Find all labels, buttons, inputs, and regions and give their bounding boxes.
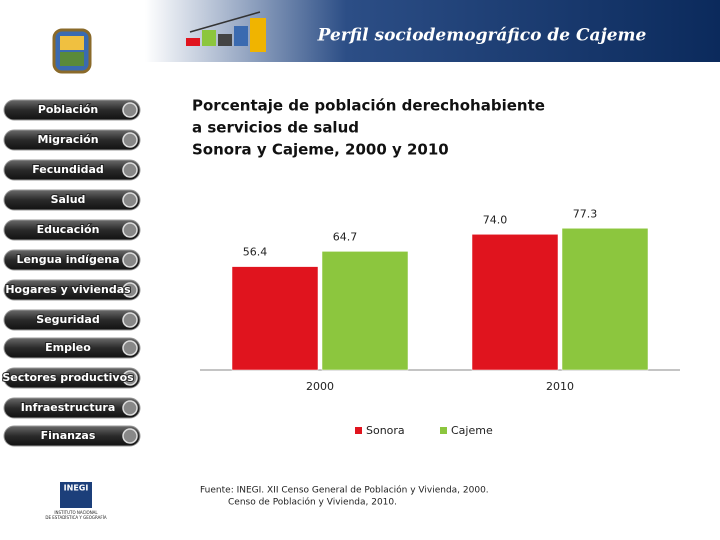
data-label: 74.0 xyxy=(483,213,508,226)
data-label: 64.7 xyxy=(333,230,358,243)
nav-label: Seguridad xyxy=(36,313,99,326)
nav-label: Infraestructura xyxy=(21,401,116,414)
inegi-logo: INEGI INSTITUTO NACIONAL DE ESTADÍSTICA … xyxy=(45,482,107,520)
nav-button-bg xyxy=(3,219,141,241)
nav-button-knob xyxy=(122,312,138,328)
nav-button-bg xyxy=(3,159,141,181)
chart-title: Porcentaje de población derechohabiente xyxy=(192,97,545,115)
legend-label: Sonora xyxy=(366,424,405,437)
nav-button-knob xyxy=(122,370,138,386)
nav-button-knob xyxy=(122,400,138,416)
nav-label: Salud xyxy=(51,193,86,206)
nav-button[interactable]: Salud xyxy=(3,189,141,211)
nav-button[interactable]: Infraestructura xyxy=(3,397,141,419)
nav-label: Sectores productivos xyxy=(2,371,134,384)
nav-button-bg xyxy=(3,249,141,271)
chart-title: a servicios de salud xyxy=(192,119,359,137)
nav-button-knob xyxy=(122,132,138,148)
bar xyxy=(231,266,319,371)
nav-button-knob xyxy=(122,428,138,444)
data-label: 77.3 xyxy=(573,207,598,220)
nav-button[interactable]: Población xyxy=(3,99,141,121)
nav-button-knob xyxy=(122,252,138,268)
nav-button-bg xyxy=(3,189,141,211)
nav-button-bg xyxy=(3,367,141,389)
nav-button-bg xyxy=(3,425,141,447)
nav-button-bg xyxy=(3,99,141,121)
nav-button[interactable]: Hogares y viviendas xyxy=(3,279,141,301)
nav-button-bg xyxy=(3,129,141,151)
header-icon xyxy=(186,11,266,52)
nav-label: Empleo xyxy=(45,341,91,354)
legend-swatch xyxy=(440,427,447,434)
crest xyxy=(52,28,92,74)
logo-caption: INSTITUTO NACIONAL xyxy=(54,510,98,515)
nav-button[interactable]: Sectores productivos xyxy=(1,367,141,389)
data-label: 56.4 xyxy=(243,246,268,259)
nav-label: Fecundidad xyxy=(32,163,104,176)
nav-button-bg xyxy=(3,279,141,301)
nav-label: Hogares y viviendas xyxy=(5,283,131,296)
nav-label: Educación xyxy=(37,223,100,236)
nav-button-knob xyxy=(122,102,138,118)
nav-label: Población xyxy=(38,103,98,116)
nav-button-knob xyxy=(122,192,138,208)
nav-button[interactable]: Empleo xyxy=(3,337,141,359)
navigation: Población Migración Fecundidad Salud Educaci… xyxy=(1,99,141,447)
nav-button[interactable]: Finanzas xyxy=(3,425,141,447)
nav-button-knob xyxy=(122,282,138,298)
nav-label: Finanzas xyxy=(41,429,96,442)
x-tick-label: 2010 xyxy=(546,380,574,393)
legend-swatch xyxy=(355,427,362,434)
nav-button[interactable]: Lengua indígena xyxy=(3,249,141,271)
nav-button-knob xyxy=(122,162,138,178)
legend-label: Cajeme xyxy=(451,424,493,437)
x-tick-label: 2000 xyxy=(306,380,334,393)
bar xyxy=(471,234,559,371)
nav-button[interactable]: Fecundidad xyxy=(3,159,141,181)
source: Fuente: INEGI. XII Censo General de Pobl… xyxy=(200,485,489,496)
bar xyxy=(561,228,649,371)
logo-name: INEGI xyxy=(64,484,89,493)
nav-button-bg xyxy=(3,337,141,359)
nav-button[interactable]: Migración xyxy=(3,129,141,151)
source: Censo de Población y Vivienda, 2010. xyxy=(228,497,397,508)
nav-button[interactable]: Seguridad xyxy=(3,309,141,331)
bar xyxy=(321,251,409,371)
nav-button[interactable]: Educación xyxy=(3,219,141,241)
logo-caption: DE ESTADÍSTICA Y GEOGRAFÍA xyxy=(45,515,106,520)
nav-button-bg xyxy=(3,397,141,419)
nav-label: Migración xyxy=(37,133,98,146)
chart-title: Sonora y Cajeme, 2000 y 2010 xyxy=(192,141,449,159)
nav-button-knob xyxy=(122,340,138,356)
nav-button-knob xyxy=(122,222,138,238)
header-title: Perfil sociodemográfico de Cajeme xyxy=(317,26,647,46)
nav-button-bg xyxy=(3,309,141,331)
nav-label: Lengua indígena xyxy=(16,253,119,266)
